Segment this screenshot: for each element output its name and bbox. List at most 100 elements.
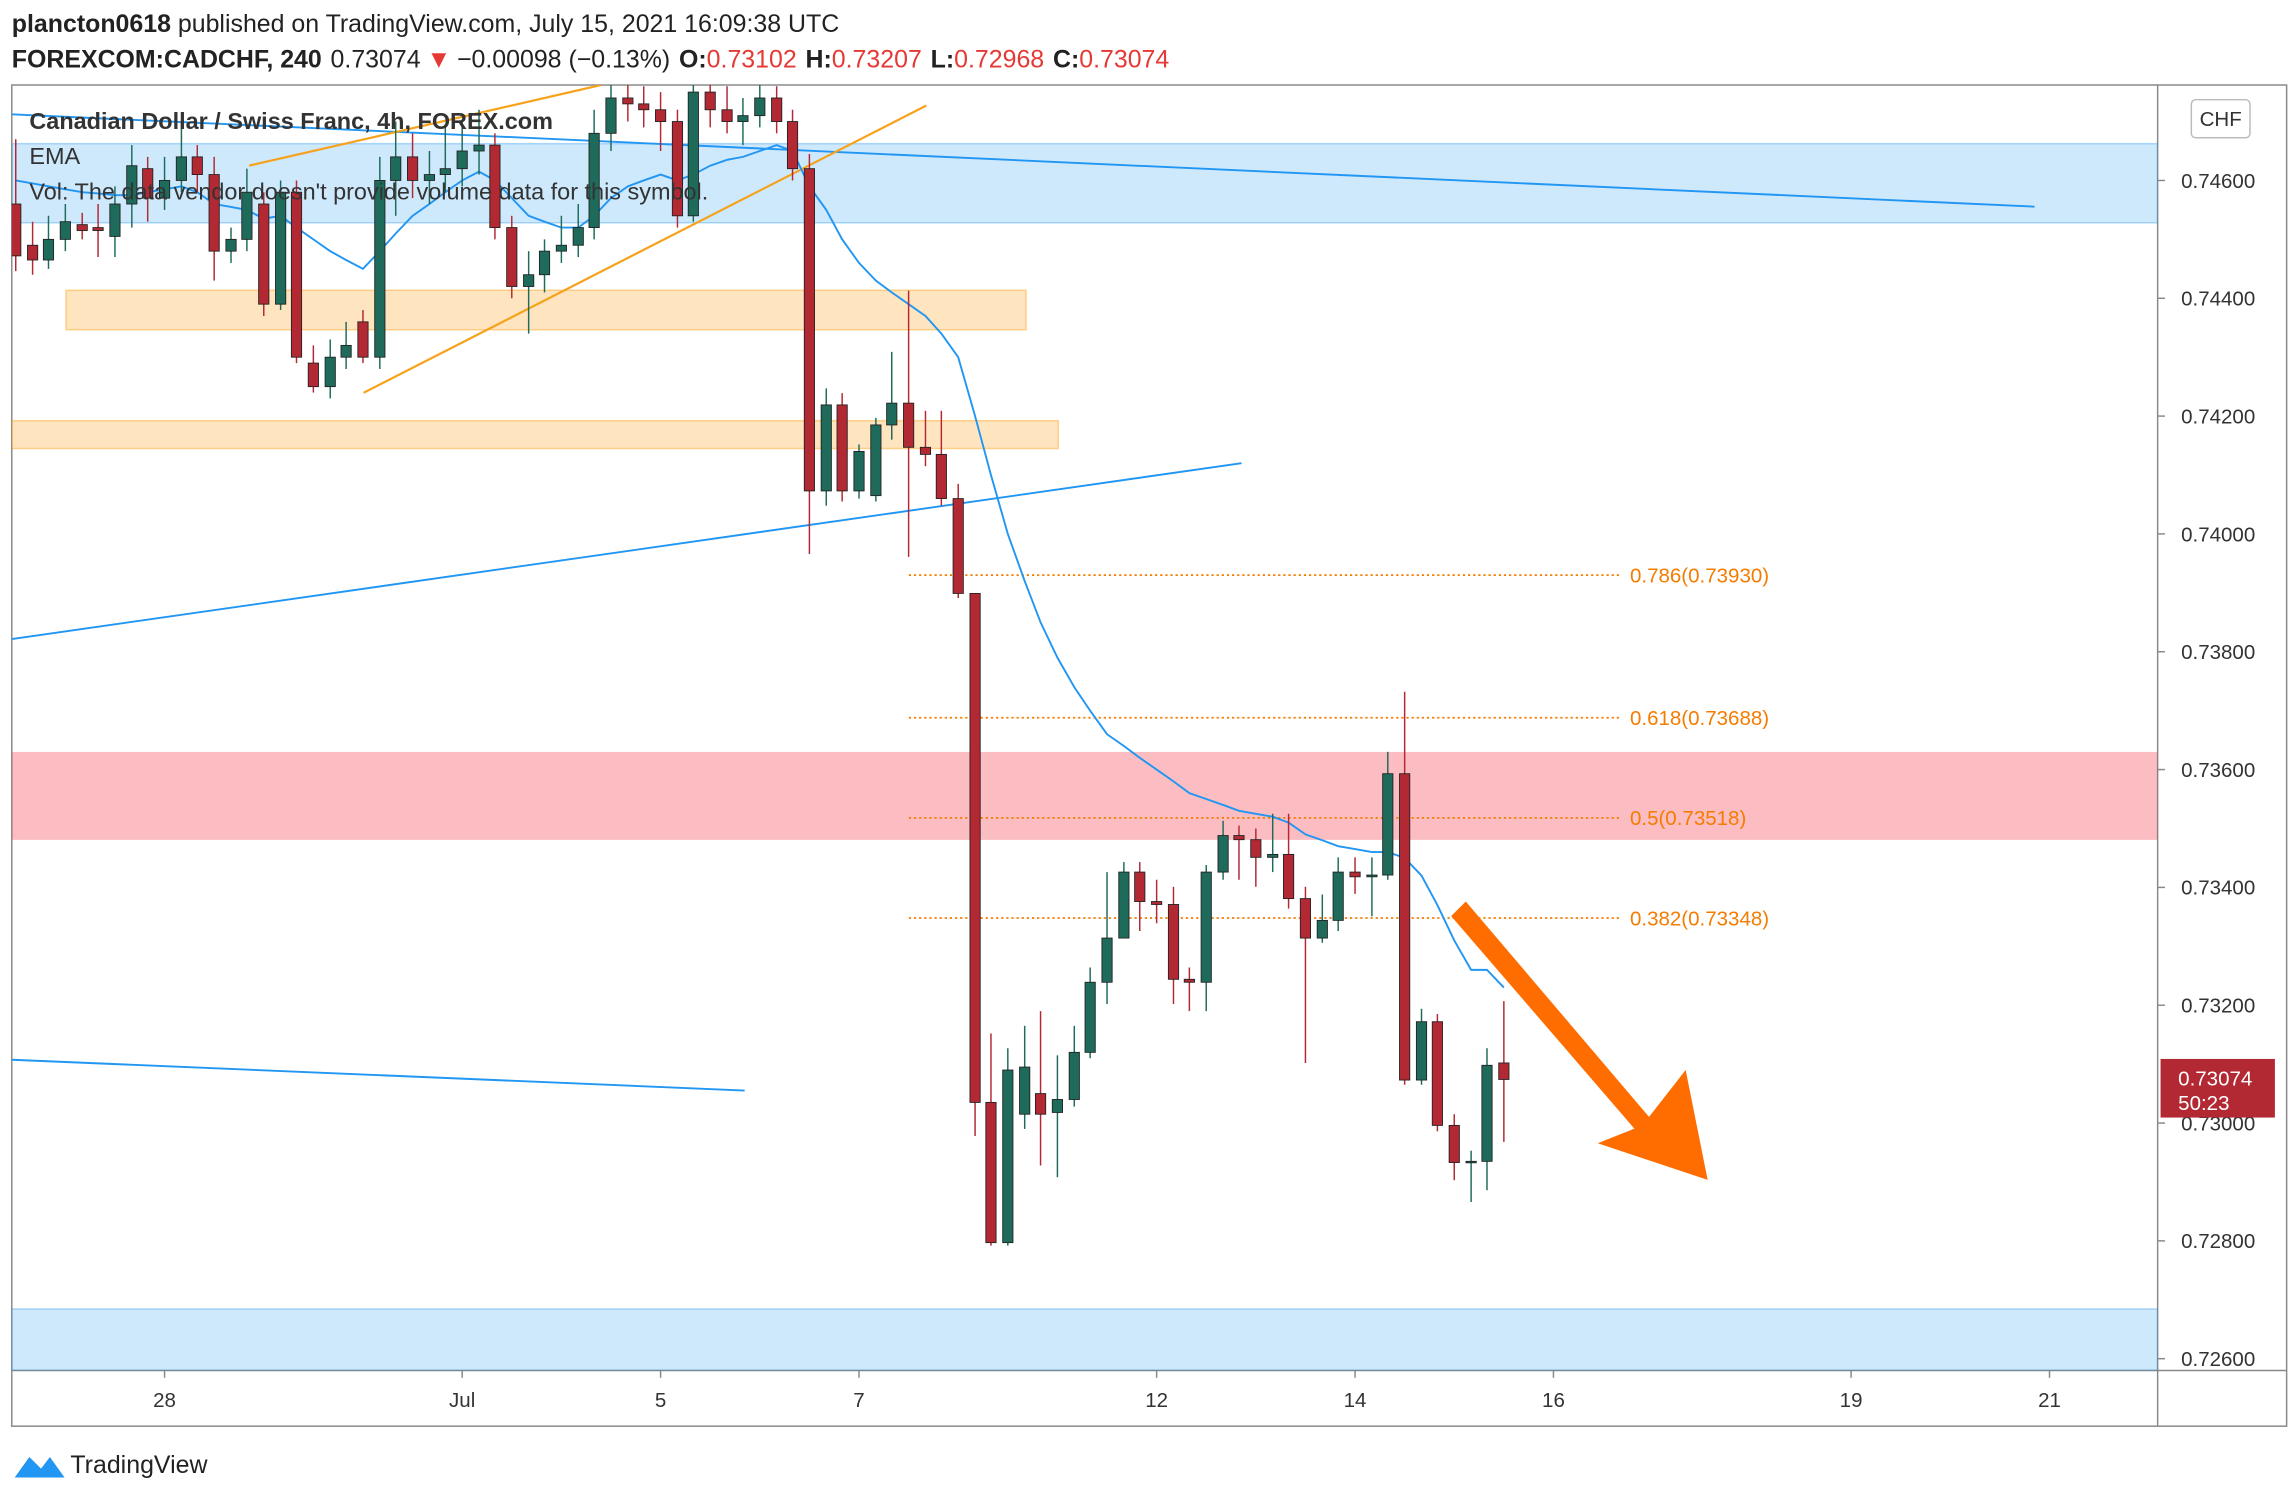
ohlc-value: 0.73074 <box>1079 45 1169 73</box>
candle-body <box>11 203 22 257</box>
candle-body <box>870 424 882 497</box>
candle-body <box>1084 981 1096 1053</box>
candle-body <box>1051 1099 1063 1113</box>
y-tick-label: 0.74000 <box>2181 523 2255 546</box>
candle-body <box>903 402 915 448</box>
candle-body <box>754 97 766 117</box>
candle-body <box>1002 1069 1014 1244</box>
symbol: FOREXCOM:CADCHF, 240 <box>12 45 322 73</box>
candle-body <box>158 180 171 199</box>
candle-body <box>555 244 567 252</box>
candle-body <box>671 121 684 217</box>
currency-box <box>2190 98 2251 139</box>
candle-body <box>407 156 419 181</box>
candle-body <box>820 404 832 492</box>
symbol-line: FOREXCOM:CADCHF, 240 0.73074 ▼ −0.00098 (−0… <box>12 45 1170 73</box>
candle-body <box>1068 1051 1080 1100</box>
zone <box>11 751 2158 840</box>
candle-body <box>191 156 203 176</box>
x-tick-label: 28 <box>153 1389 176 1412</box>
zone <box>11 142 2158 224</box>
candle-body <box>1183 978 1195 983</box>
candle-body <box>225 238 237 252</box>
zone <box>11 1308 2158 1371</box>
candle-body <box>275 191 287 305</box>
candle-body <box>1151 901 1163 905</box>
candle-body <box>374 180 386 358</box>
candle-body <box>605 97 617 134</box>
candle-body <box>290 191 303 358</box>
candle-body <box>92 227 104 231</box>
countdown: 50:23 <box>2178 1092 2229 1115</box>
legend-title: Canadian Dollar / Swiss Franc, 4h, FOREX… <box>29 108 553 134</box>
candle-body <box>1448 1124 1460 1163</box>
logo-icon <box>14 1456 65 1478</box>
x-tick-label: 21 <box>2038 1389 2061 1412</box>
y-tick-label: 0.73600 <box>2181 759 2255 782</box>
candle-body <box>1250 839 1262 858</box>
zone <box>11 419 1060 450</box>
candle-body <box>1019 1066 1031 1115</box>
candle-body <box>1217 835 1229 873</box>
candle-body <box>523 274 535 287</box>
y-tick-label: 0.73200 <box>2181 995 2255 1018</box>
candle-body <box>1431 1021 1443 1126</box>
y-tick-label: 0.74200 <box>2181 405 2255 428</box>
ohlc-value: 0.72968 <box>954 45 1044 73</box>
candle-body <box>1316 919 1328 939</box>
currency: CHF <box>2200 108 2242 131</box>
candle-body <box>1200 871 1212 983</box>
y-tick-label: 0.74600 <box>2181 170 2255 193</box>
candle-body <box>836 404 848 492</box>
candle-body <box>76 224 88 231</box>
trend-line <box>11 1058 745 1092</box>
price-tag-label: 0.73074 <box>2178 1067 2252 1090</box>
change: −0.00098 (−0.13%) <box>457 45 670 73</box>
candle-body <box>1101 937 1113 983</box>
candle-body <box>853 451 865 492</box>
candle-body <box>307 362 319 388</box>
candle-body <box>1233 835 1245 841</box>
candle-body <box>803 168 815 492</box>
ohlc-label: O: <box>679 45 707 73</box>
candle-body <box>952 498 964 594</box>
candle-body <box>687 91 699 217</box>
candle-body <box>258 203 270 305</box>
candle-body <box>1134 871 1146 902</box>
candle-body <box>208 174 220 252</box>
candle-body <box>1118 871 1130 939</box>
candle-body <box>1267 853 1279 858</box>
candle-body <box>1481 1064 1493 1162</box>
candle-body <box>1349 871 1361 878</box>
candle-body <box>340 344 352 358</box>
candle-body <box>1399 773 1411 1081</box>
x-tick-label: 16 <box>1542 1389 1565 1412</box>
candle-body <box>969 592 981 1103</box>
zone <box>65 289 1027 331</box>
logo <box>14 1456 65 1478</box>
y-tick-label: 0.72600 <box>2181 1348 2255 1371</box>
y-tick-label: 0.72800 <box>2181 1230 2255 1253</box>
candle-body <box>1332 871 1344 921</box>
ohlc-value: 0.73207 <box>832 45 922 73</box>
candle-body <box>935 453 947 500</box>
candle-body <box>771 97 783 122</box>
candle-body <box>473 144 485 152</box>
candle-body <box>655 109 667 122</box>
candle-body <box>622 97 634 105</box>
candle-body <box>572 227 584 246</box>
candle-body <box>241 191 253 240</box>
candle-body <box>588 132 600 229</box>
candle-body <box>721 109 733 122</box>
chart-frame <box>11 84 2288 1427</box>
candle-body <box>538 250 551 276</box>
candle-body <box>423 174 436 181</box>
channel-line <box>248 85 602 167</box>
candle-body <box>390 156 402 181</box>
trend-line <box>11 113 2035 208</box>
y-tick-label: 0.73400 <box>2181 877 2255 900</box>
candle-body <box>737 115 749 122</box>
last-price: 0.73074 <box>331 45 421 73</box>
price-tag <box>2160 1058 2275 1118</box>
x-tick-label: 7 <box>853 1389 864 1412</box>
